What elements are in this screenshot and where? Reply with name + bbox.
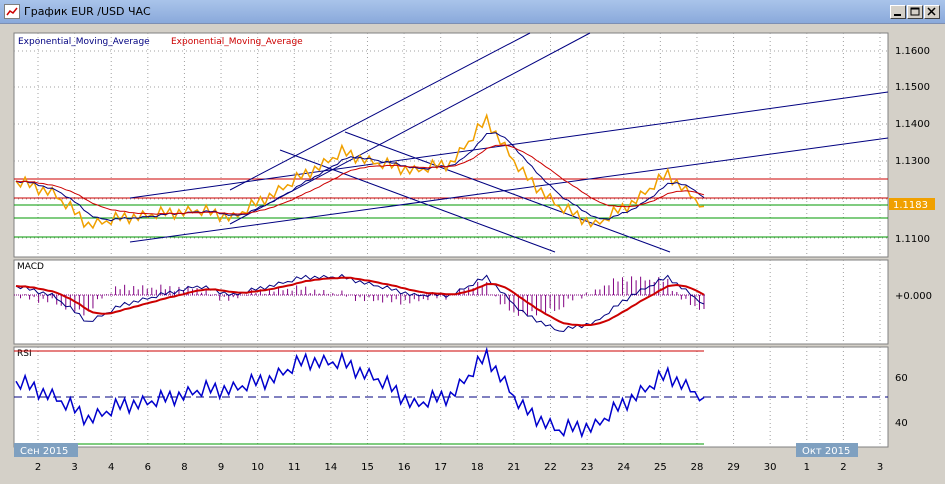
- rsi-line: [15, 346, 705, 439]
- trendline[interactable]: [279, 149, 556, 253]
- price-series-line: [15, 112, 705, 230]
- price-tick-label: 1.1500: [895, 82, 930, 93]
- trendline[interactable]: [129, 137, 889, 243]
- time-tick-label: 24: [617, 462, 630, 473]
- price-panel[interactable]: [13, 32, 889, 258]
- month-label-sep: Сен 2015: [20, 446, 68, 457]
- macd-zero-label: +0.000: [895, 291, 932, 302]
- time-tick-label: 18: [471, 462, 484, 473]
- ema-slow-line: [15, 144, 705, 215]
- price-tick-label: 1.1400: [895, 119, 930, 130]
- time-tick-label: 23: [581, 462, 594, 473]
- legend-ema-fast: Exponential_Moving_Average: [18, 37, 150, 47]
- time-axis: 2 3 4 6 8 9 10 11 14 15 16 17 18 21 22 23 24 25 28 29 30 1 2 3: [35, 462, 883, 473]
- trendline[interactable]: [344, 131, 671, 253]
- maximize-button[interactable]: [907, 5, 923, 19]
- trendline[interactable]: [129, 91, 889, 199]
- time-tick-label: 6: [145, 462, 151, 473]
- macd-panel[interactable]: [13, 259, 889, 345]
- price-axis: 1.1600 1.1500 1.1400 1.1300 1.1100: [895, 46, 930, 245]
- time-tick-label: 4: [108, 462, 114, 473]
- window-titlebar: График EUR /USD ЧАС: [0, 0, 945, 24]
- time-tick-label: 16: [398, 462, 411, 473]
- time-tick-label: 3: [877, 462, 883, 473]
- window-title: График EUR /USD ЧАС: [24, 5, 151, 18]
- minimize-button[interactable]: [890, 5, 906, 19]
- time-tick-label: 28: [691, 462, 704, 473]
- chart-svg: Exponential_Moving_Average Exponential_M…: [13, 32, 935, 473]
- time-tick-label: 22: [544, 462, 557, 473]
- price-tick-label: 1.1100: [895, 234, 930, 245]
- time-tick-label: 21: [508, 462, 521, 473]
- time-tick-label: 17: [434, 462, 447, 473]
- month-badge-sep: [14, 443, 78, 457]
- time-tick-label: 29: [727, 462, 740, 473]
- time-tick-label: 25: [654, 462, 667, 473]
- chart-window-icon: [4, 4, 20, 19]
- rsi-tick-label: 40: [895, 418, 908, 429]
- grid-lines: [14, 33, 888, 447]
- time-tick-label: 14: [325, 462, 338, 473]
- price-tick-label: 1.1600: [895, 46, 930, 57]
- time-tick-label: 30: [764, 462, 777, 473]
- price-tick-label: 1.1300: [895, 156, 930, 167]
- month-badge-oct: [796, 443, 858, 457]
- time-tick-label: 1: [804, 462, 810, 473]
- month-label-oct: Окт 2015: [802, 446, 850, 457]
- time-tick-label: 9: [218, 462, 224, 473]
- time-tick-label: 10: [251, 462, 264, 473]
- legend-ema-slow: Exponential_Moving_Average: [171, 37, 303, 47]
- macd-label: MACD: [17, 262, 44, 272]
- current-price-badge: [889, 198, 935, 210]
- horizontal-levels: [14, 178, 888, 238]
- time-tick-label: 2: [840, 462, 846, 473]
- time-tick-label: 2: [35, 462, 41, 473]
- time-tick-label: 11: [288, 462, 301, 473]
- close-button[interactable]: [924, 5, 940, 19]
- time-tick-label: 15: [361, 462, 374, 473]
- rsi-tick-label: 60: [895, 373, 908, 384]
- time-tick-label: 8: [181, 462, 187, 473]
- chart-area: Exponential_Moving_Average Exponential_M…: [0, 24, 945, 480]
- current-price-label: 1.1183: [893, 200, 928, 211]
- trendline[interactable]: [229, 32, 531, 191]
- rsi-label: RSI: [17, 349, 32, 359]
- time-tick-label: 3: [71, 462, 77, 473]
- ema-fast-line: [15, 132, 705, 222]
- macd-signal-line: [15, 276, 705, 327]
